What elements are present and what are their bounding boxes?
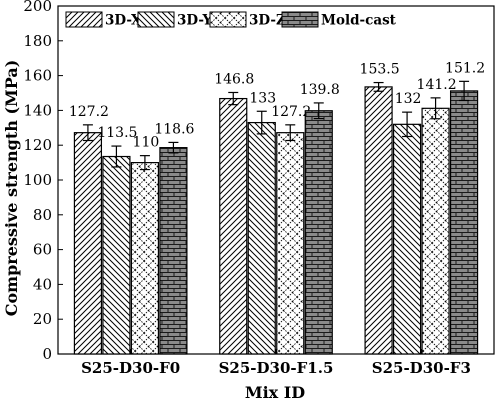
bar [219,97,248,355]
y-tick-label: 80 [33,206,52,224]
data-label: 153.5 [360,62,400,78]
y-tick-label: 20 [33,310,52,328]
category-label: S25-D30-F1.5 [219,359,334,377]
bar [159,147,188,355]
category-label: S25-D30-F3 [372,359,471,377]
category-label: S25-D30-F0 [81,359,180,377]
y-tick-label: 140 [23,101,52,119]
legend-swatch [137,11,175,28]
data-label: 118.6 [154,121,194,137]
bar [449,90,479,355]
bar [130,162,160,355]
data-label: 133 [249,90,276,106]
bar [364,86,393,355]
plot-area: 0 20 40 60 80 100 120 140 160 180 200 S25-D30-F0 127… [23,0,495,377]
legend-swatch [65,11,103,28]
y-tick-label: 120 [23,136,52,154]
data-label: 151.2 [445,60,485,76]
y-tick-label: 100 [23,171,52,189]
bar [247,121,276,355]
data-label: 127.2 [271,104,311,120]
bar [421,107,450,355]
bar [392,123,422,355]
y-tick-label: 160 [23,67,52,85]
legend-label: Mold-cast [321,13,397,29]
bar [276,132,305,355]
bar [102,155,131,355]
y-axis-title: Compressive strength (MPa) [2,60,21,317]
x-axis-title: Mix ID [245,383,305,402]
legend-label: 3D-Y [177,13,212,29]
y-tick-label: 200 [23,0,52,15]
y-tick-label: 60 [33,241,52,259]
bar [304,110,333,355]
legend-label: 3D-X [105,13,142,29]
data-label: 110 [133,135,160,151]
legend-label: 3D-Z [249,13,286,29]
data-label: 127.2 [69,104,109,120]
y-tick-label: 0 [42,345,52,363]
legend-swatch [281,11,319,28]
legend: 3D-X 3D-Y 3D-Z Mold-cast [65,11,397,29]
data-label: 113.5 [97,125,137,141]
data-label: 132 [395,91,422,107]
bar [73,132,103,355]
y-tick-label: 40 [33,275,52,293]
data-label: 141.2 [417,77,457,93]
legend-swatch [209,11,247,28]
data-label: 139.8 [300,82,340,98]
y-tick-label: 180 [23,32,52,50]
data-label: 146.8 [214,71,254,87]
